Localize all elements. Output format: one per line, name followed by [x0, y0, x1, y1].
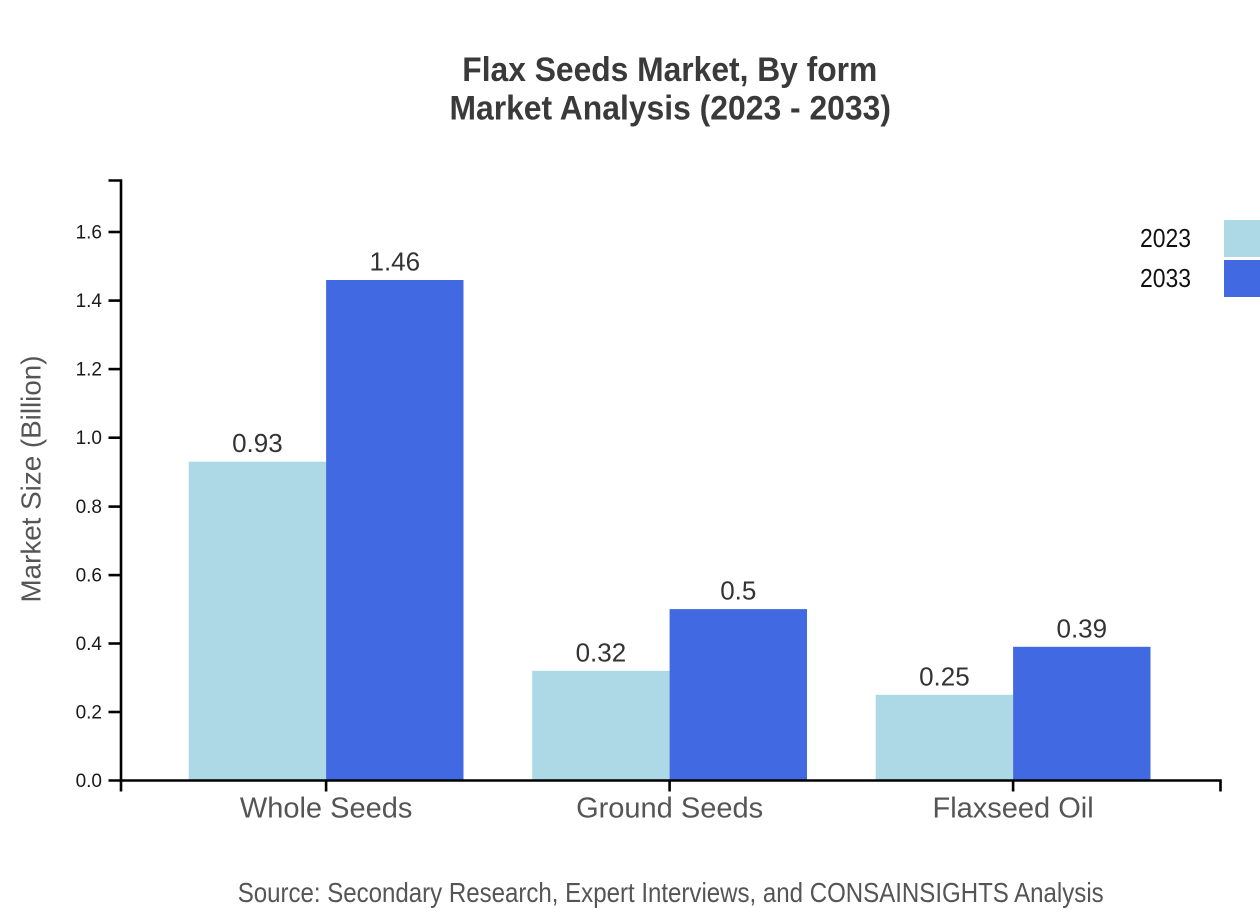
svg-text:1.2: 1.2: [76, 360, 102, 381]
svg-text:0.32: 0.32: [576, 637, 627, 667]
svg-text:Source: Secondary Research, Ex: Source: Secondary Research, Expert Inter…: [238, 877, 1104, 908]
svg-text:Flax Seeds Market, By form: Flax Seeds Market, By form: [462, 51, 877, 89]
svg-text:0.0: 0.0: [76, 771, 102, 792]
svg-text:2023: 2023: [1140, 223, 1191, 253]
svg-text:0.8: 0.8: [76, 497, 102, 518]
svg-text:0.5: 0.5: [720, 576, 756, 606]
svg-text:Flaxseed Oil: Flaxseed Oil: [933, 793, 1094, 825]
svg-text:Market Size (Billion): Market Size (Billion): [15, 356, 46, 603]
svg-text:1.6: 1.6: [76, 223, 102, 244]
svg-text:1.0: 1.0: [76, 428, 102, 449]
svg-text:0.39: 0.39: [1056, 613, 1107, 643]
svg-text:0.2: 0.2: [76, 703, 102, 724]
svg-text:0.6: 0.6: [76, 566, 102, 587]
svg-text:Whole Seeds: Whole Seeds: [240, 793, 413, 825]
svg-text:1.4: 1.4: [76, 291, 103, 312]
svg-text:Market Analysis (2023 - 2033): Market Analysis (2023 - 2033): [449, 90, 891, 128]
svg-text:1.46: 1.46: [369, 247, 420, 277]
svg-text:0.25: 0.25: [919, 661, 970, 691]
svg-text:Ground Seeds: Ground Seeds: [576, 793, 763, 825]
svg-text:0.93: 0.93: [232, 428, 283, 458]
svg-text:2033: 2033: [1140, 263, 1191, 293]
svg-text:0.4: 0.4: [76, 634, 103, 655]
